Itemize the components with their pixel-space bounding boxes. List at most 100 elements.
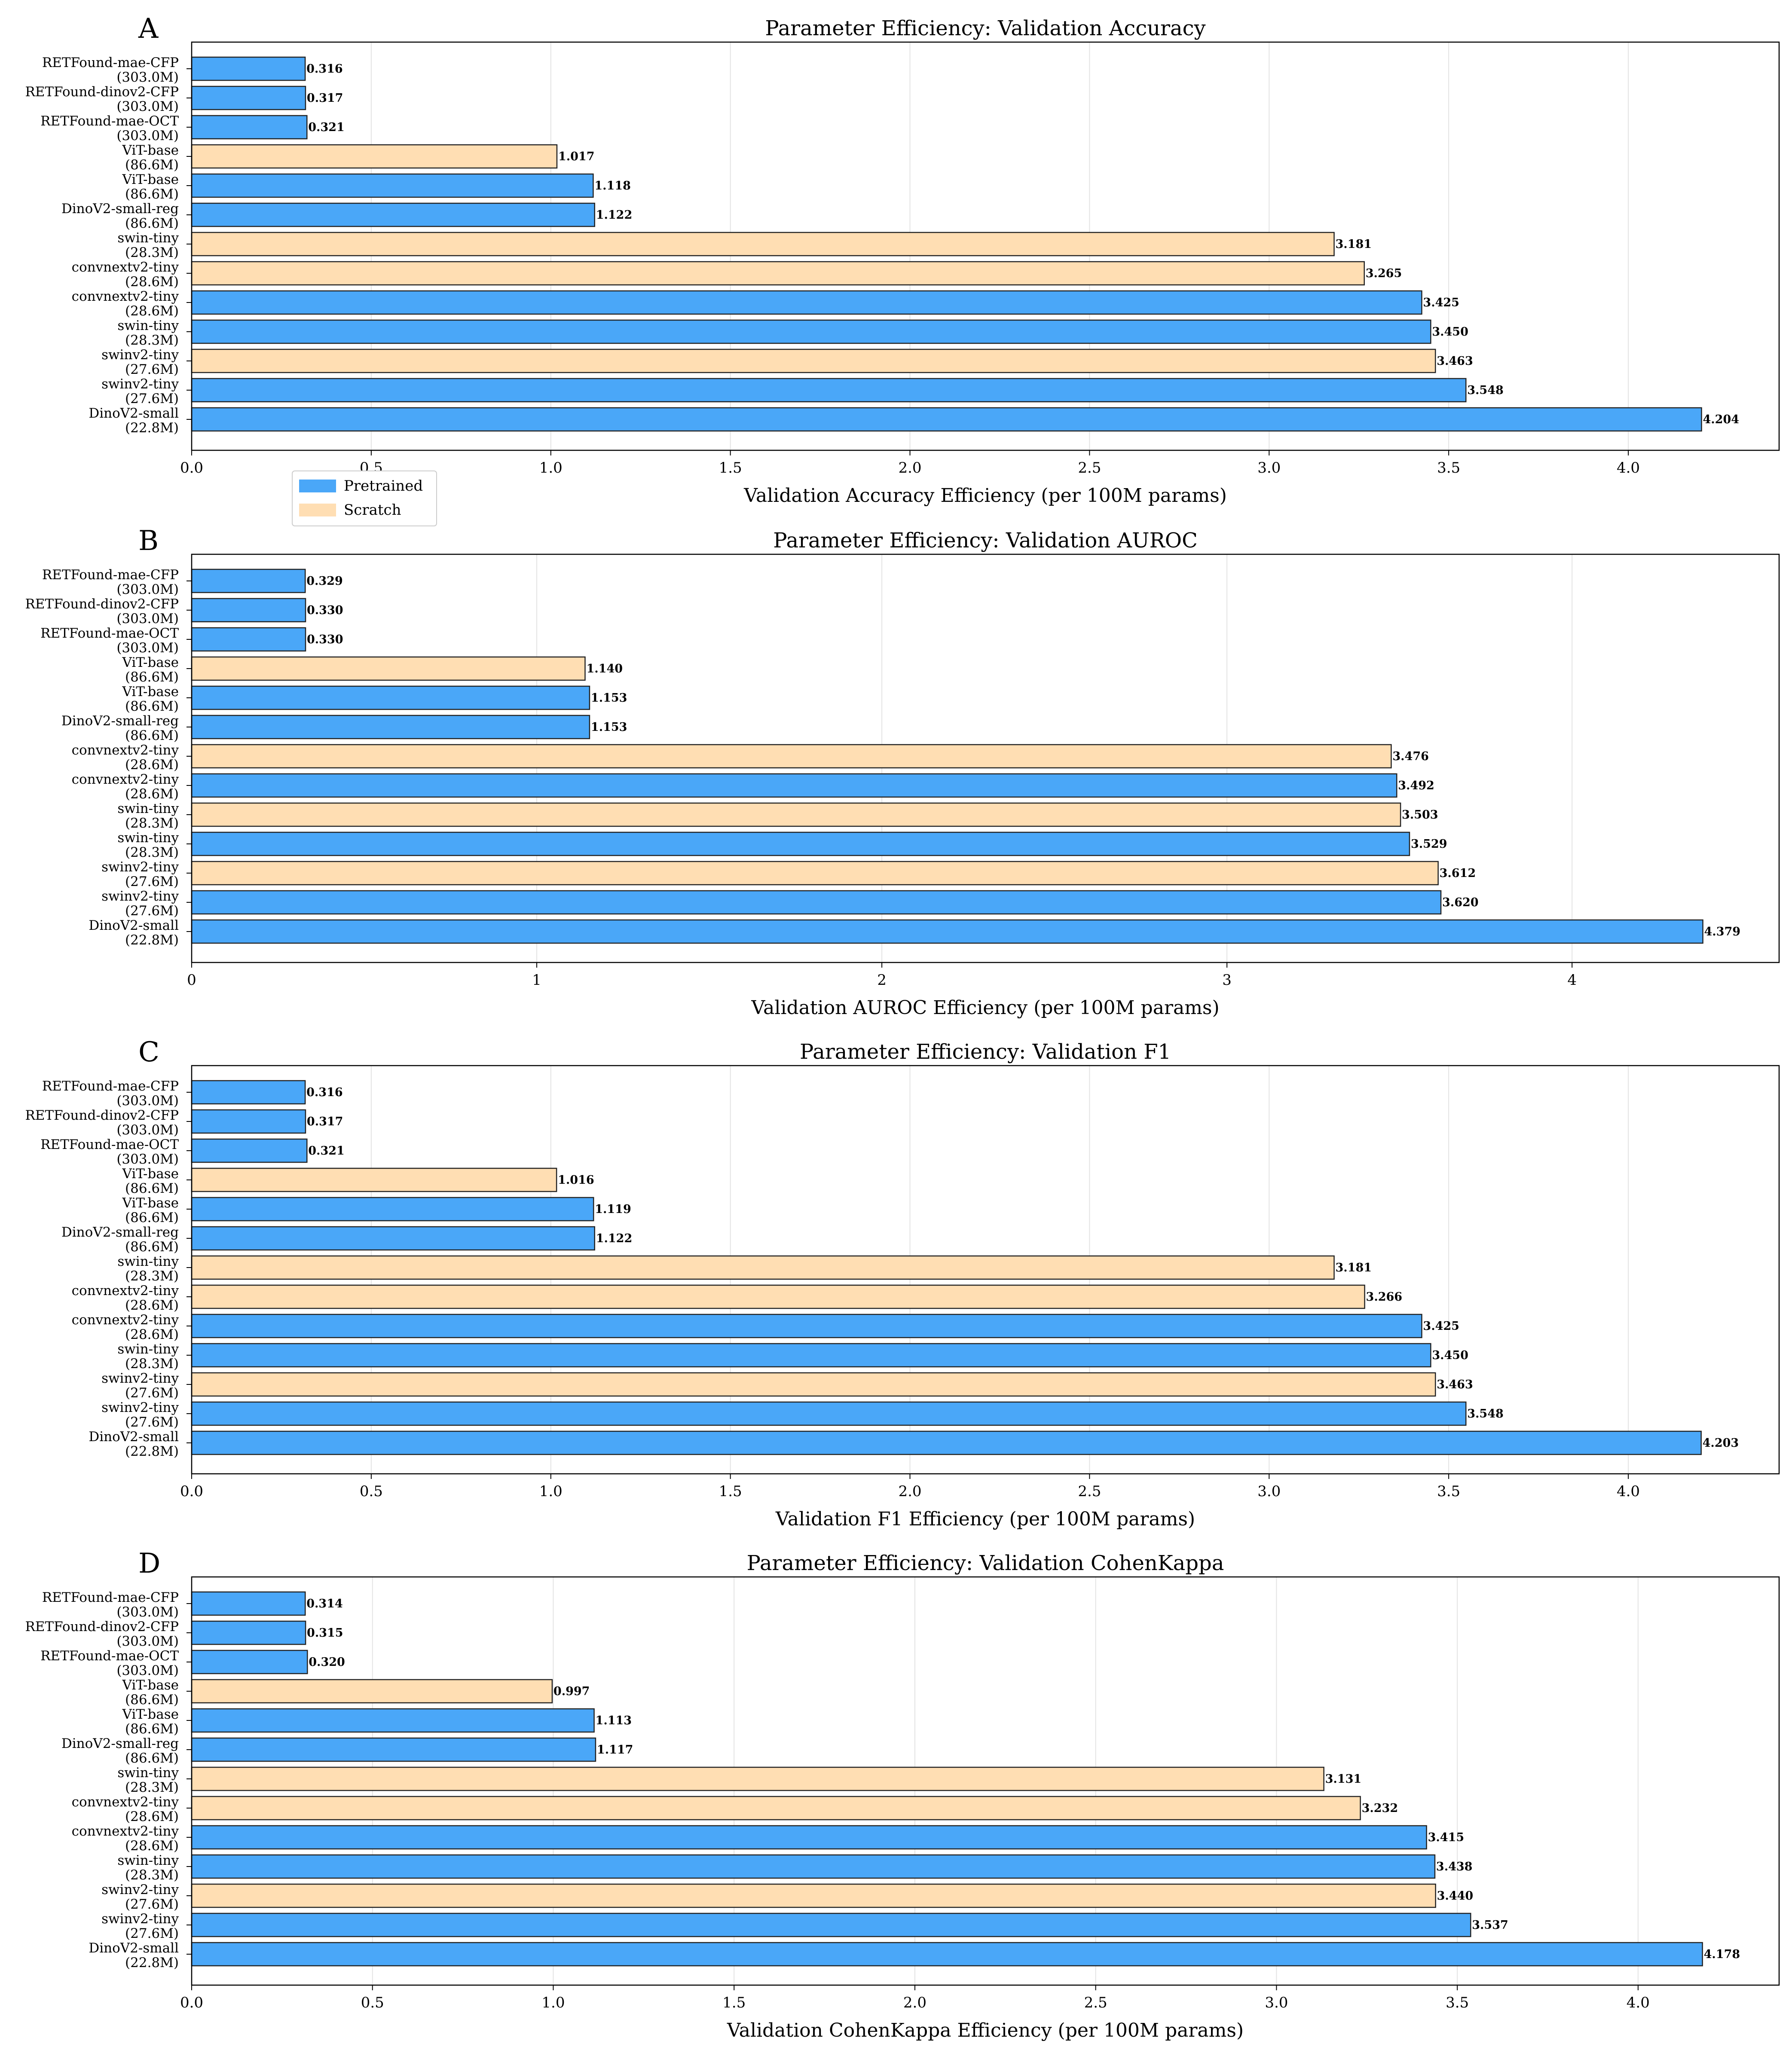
ytick-label-params: (28.6M): [125, 303, 179, 319]
bar-pretrained: [191, 1942, 1703, 1967]
ytick-label-params: (86.6M): [125, 1210, 179, 1225]
value-label: 3.232: [1362, 1802, 1398, 1815]
value-label: 3.450: [1432, 325, 1468, 339]
ytick-label-params: (86.6M): [125, 669, 179, 685]
bar-scratch: [191, 1796, 1361, 1821]
legend-swatch-pretrained: [299, 480, 336, 492]
ytick-label-params: (27.6M): [125, 362, 179, 377]
ytick-label-name: DinoV2-small: [89, 1429, 179, 1445]
ytick-label-name: ViT-base: [122, 684, 179, 700]
xtick-label: 2.5: [1078, 459, 1101, 477]
xtick-label: 0.5: [361, 1994, 384, 2011]
ytick-label-params: (27.6M): [125, 1926, 179, 1941]
ytick-label-params: (303.0M): [116, 128, 179, 144]
panel-letter: B: [138, 525, 159, 557]
ytick-label-params: (28.6M): [125, 1327, 179, 1342]
value-label: 1.153: [591, 691, 627, 705]
bar-pretrained: [191, 378, 1467, 403]
value-label: 3.463: [1437, 1378, 1473, 1391]
ytick-label-params: (86.6M): [125, 699, 179, 714]
bar-pretrained: [191, 290, 1422, 315]
ytick-label-params: (28.3M): [125, 1867, 179, 1883]
ytick-label-name: DinoV2-small-reg: [61, 1736, 179, 1751]
value-label: 3.181: [1336, 1261, 1372, 1274]
bar-pretrained: [191, 1080, 306, 1105]
bar-scratch: [191, 1766, 1324, 1791]
value-label: 3.503: [1402, 808, 1438, 822]
value-label: 1.016: [558, 1173, 594, 1187]
ytick-label-params: (28.3M): [125, 816, 179, 831]
xtick-label: 3.5: [1437, 1483, 1460, 1500]
ytick-label-params: (28.3M): [125, 245, 179, 260]
ytick-label-params: (28.6M): [125, 786, 179, 802]
ytick-label-params: (28.6M): [125, 1838, 179, 1854]
value-label: 0.314: [306, 1597, 343, 1610]
value-label: 0.316: [306, 1086, 343, 1099]
ytick-label-params: (303.0M): [116, 1604, 179, 1620]
ytick-label-params: (22.8M): [125, 1444, 179, 1459]
ytick-label-name: RETFound-dinov2-CFP: [25, 84, 179, 100]
bar-pretrained: [191, 1401, 1467, 1426]
value-label: 3.181: [1336, 238, 1372, 251]
ytick-label-params: (303.0M): [116, 1634, 179, 1649]
xtick-label: 3.5: [1446, 1994, 1469, 2011]
bar-pretrained: [191, 1737, 596, 1762]
value-label: 0.321: [308, 121, 345, 134]
ytick-label-name: swinv2-tiny: [101, 889, 179, 904]
value-label: 3.620: [1442, 896, 1479, 909]
ytick-label-name: RETFound-dinov2-CFP: [25, 596, 179, 612]
bar-scratch: [191, 1255, 1335, 1280]
bar-scratch: [191, 144, 558, 169]
bar-scratch: [191, 348, 1436, 373]
value-label: 3.548: [1467, 384, 1504, 397]
xtick-label: 3.0: [1265, 1994, 1288, 2011]
ytick-label-params: (27.6M): [125, 391, 179, 406]
value-label: 1.117: [597, 1743, 633, 1757]
bar-pretrained: [191, 56, 306, 81]
bar-pretrained: [191, 715, 590, 739]
ytick-label-params: (27.6M): [125, 874, 179, 889]
xtick-label: 4.0: [1617, 459, 1640, 477]
value-label: 3.438: [1436, 1860, 1473, 1873]
value-label: 4.204: [1703, 413, 1739, 426]
ytick-label-name: convnextv2-tiny: [72, 1794, 179, 1810]
xtick-label: 0: [187, 972, 196, 989]
value-label: 3.476: [1392, 750, 1429, 763]
bar-pretrained: [191, 319, 1431, 344]
ytick-label-params: (303.0M): [116, 1093, 179, 1109]
bar-pretrained: [191, 1314, 1422, 1338]
value-label: 3.425: [1423, 1320, 1459, 1333]
legend-label-scratch: Scratch: [344, 501, 401, 519]
ytick-label-name: RETFound-mae-OCT: [40, 1648, 179, 1664]
ytick-label-params: (86.6M): [125, 1692, 179, 1708]
chart-title: Parameter Efficiency: Validation AUROC: [773, 529, 1198, 553]
bar-scratch: [191, 744, 1392, 769]
ytick-label-params: (27.6M): [125, 903, 179, 919]
bar-pretrained: [191, 1913, 1471, 1937]
bar-pretrained: [191, 1138, 308, 1163]
ytick-label-params: (27.6M): [125, 1415, 179, 1430]
value-label: 1.140: [586, 662, 623, 675]
value-label: 3.440: [1437, 1889, 1474, 1903]
axes-frame: [191, 1576, 1780, 1986]
chart-panel-d: 0.314RETFound-mae-CFP(303.0M)0.315RETFou…: [25, 1548, 1780, 2041]
bar-scratch: [191, 1679, 553, 1704]
ytick-label-name: swinv2-tiny: [101, 1911, 179, 1927]
ytick-label-name: RETFound-mae-OCT: [40, 626, 179, 641]
ytick-label-name: ViT-base: [122, 1166, 179, 1182]
value-label: 1.113: [596, 1714, 632, 1727]
xtick-label: 1.0: [539, 1483, 563, 1500]
ytick-label-name: DinoV2-small-reg: [61, 201, 179, 217]
xtick-label: 0.5: [360, 1483, 383, 1500]
bar-pretrained: [191, 1708, 595, 1733]
value-label: 4.203: [1703, 1436, 1739, 1450]
ytick-label-params: (28.6M): [125, 757, 179, 773]
ytick-label-params: (303.0M): [116, 1152, 179, 1167]
value-label: 0.330: [307, 633, 343, 646]
value-label: 3.463: [1437, 354, 1473, 368]
ytick-label-name: DinoV2-small-reg: [61, 1225, 179, 1240]
value-label: 3.450: [1432, 1349, 1468, 1362]
ytick-label-params: (86.6M): [125, 1751, 179, 1766]
ytick-label-name: swin-tiny: [117, 1341, 179, 1357]
